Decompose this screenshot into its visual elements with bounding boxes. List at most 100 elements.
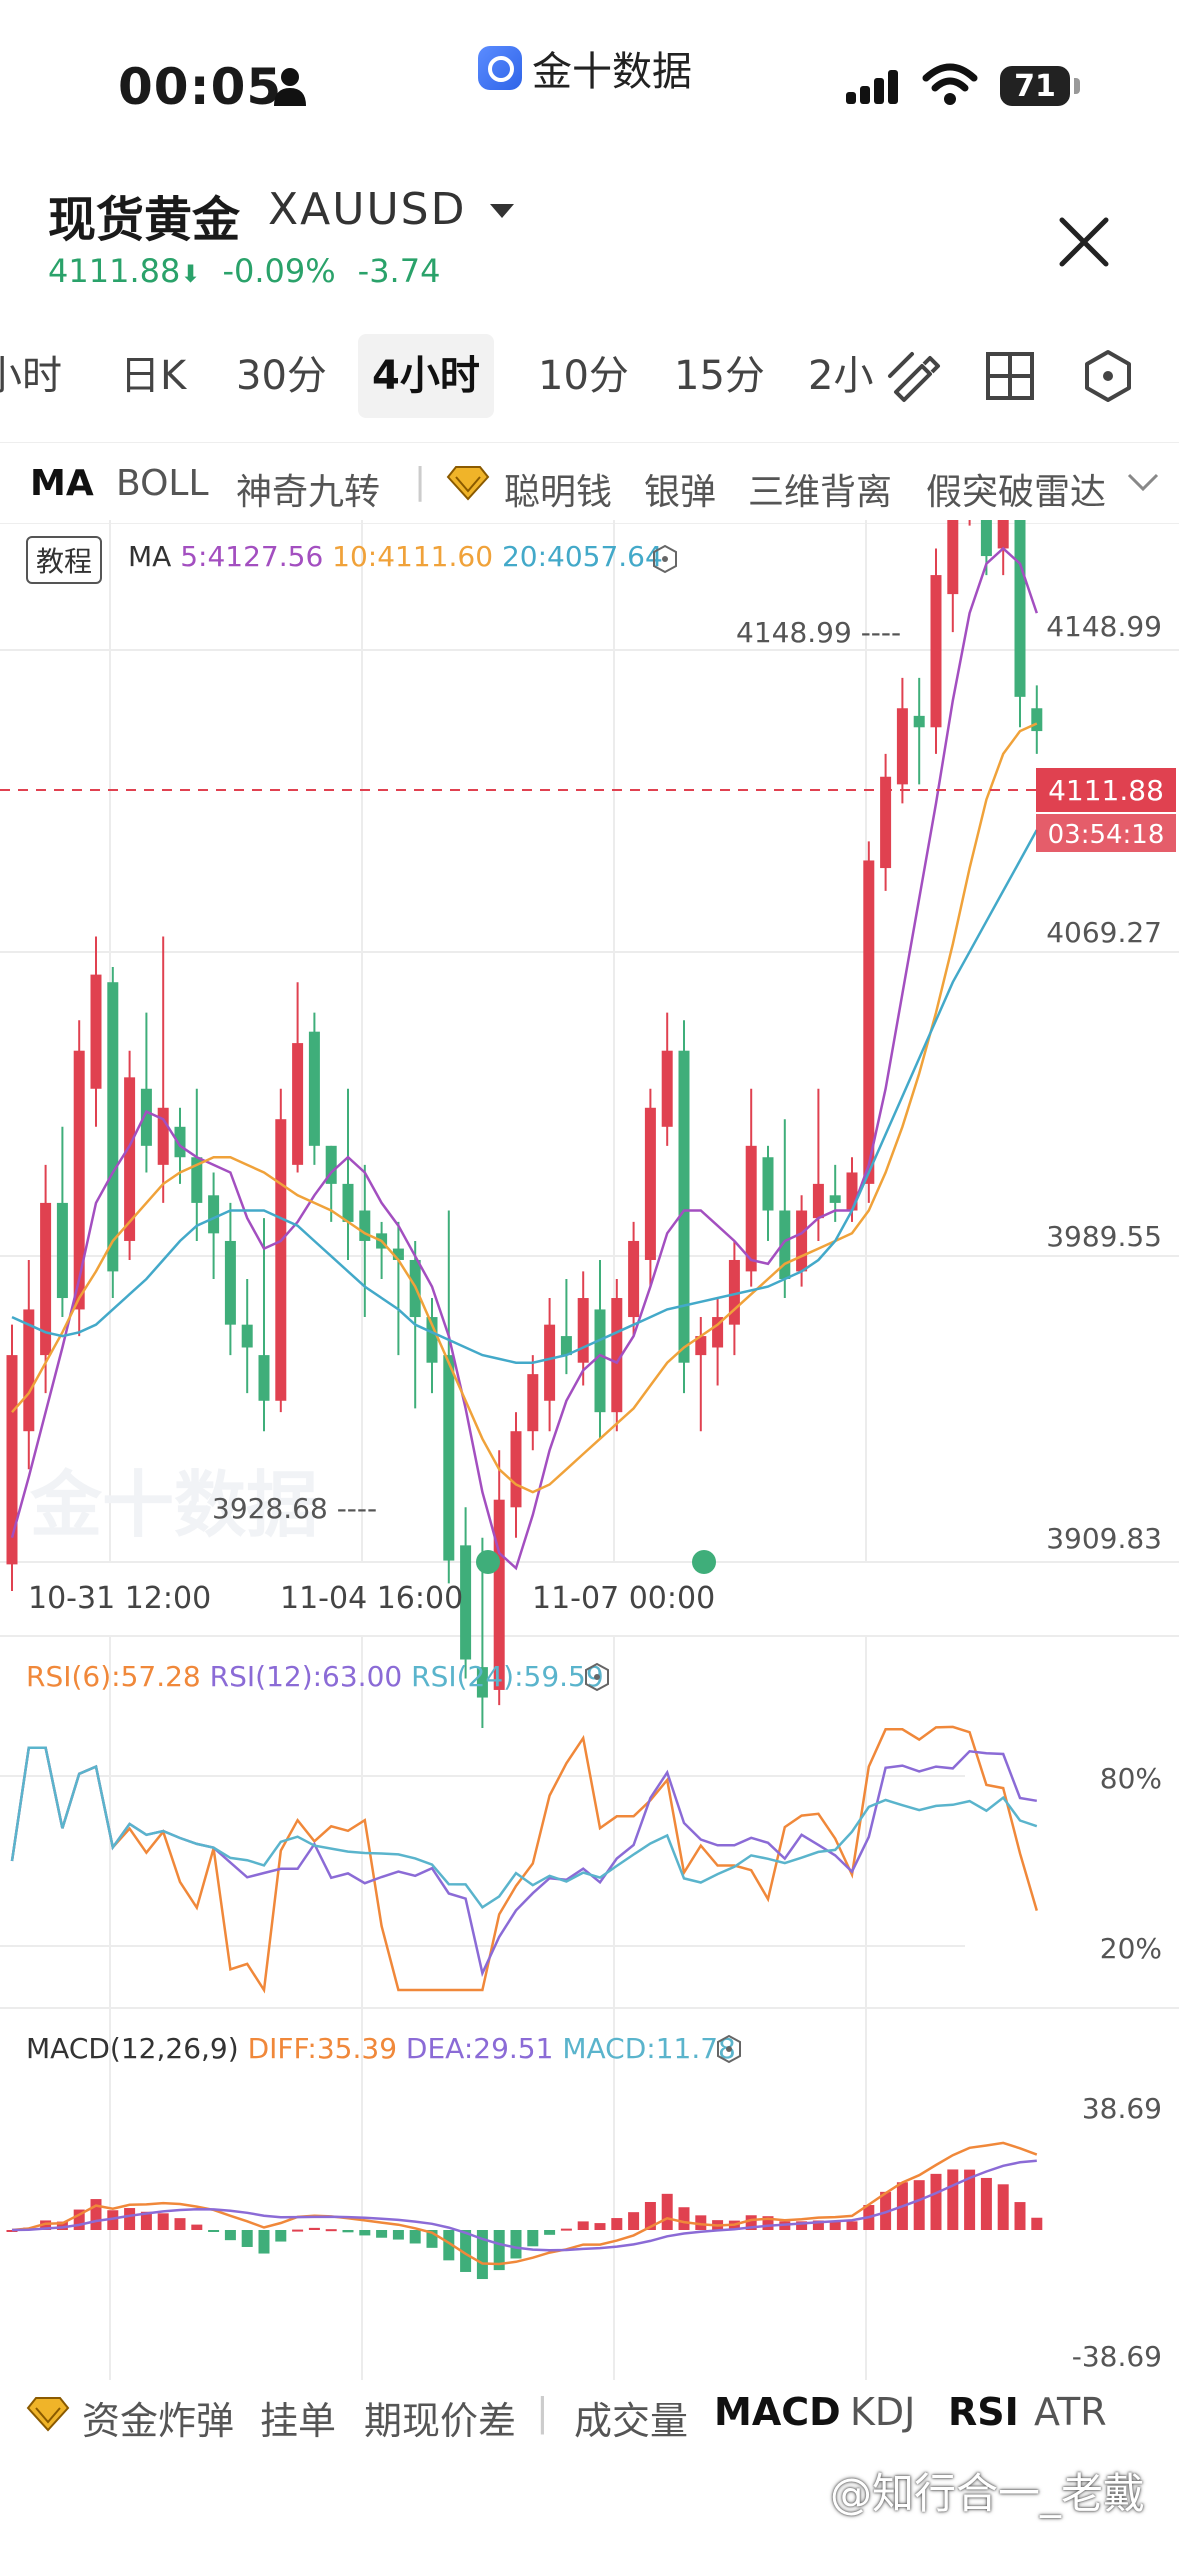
macd-settings-icon[interactable] [714, 2034, 744, 2064]
indicator-smart-money[interactable]: 聪明钱 [504, 472, 613, 513]
candle-body [325, 1145, 337, 1184]
rsi6-line [10, 1725, 1038, 1994]
macd-bar [56, 2221, 68, 2230]
last-price: 4111.88⬇ [48, 252, 201, 290]
tab-atr[interactable]: ATR [1034, 2390, 1107, 2434]
countdown-text: 03:54:18 [1048, 820, 1165, 850]
tab-daily[interactable]: 日K [120, 353, 187, 399]
macd-diff-line [11, 2141, 1038, 2266]
macd-bar [577, 2221, 589, 2230]
chevron-down-icon[interactable] [1126, 471, 1160, 493]
macd-dea-line [11, 2159, 1037, 2252]
event-marker[interactable] [476, 1550, 500, 1574]
tab-10min[interactable]: 10分 [538, 353, 629, 399]
indicator-td-sequential[interactable]: 神奇九转 [236, 472, 381, 513]
current-price-tag [1036, 768, 1176, 812]
candle-body [527, 1374, 539, 1432]
layout-grid-icon[interactable] [982, 348, 1038, 404]
candle-body [846, 1172, 858, 1211]
candle-body [997, 520, 1009, 549]
candle-body [644, 1107, 656, 1260]
macd-bar [6, 2230, 18, 2232]
time-axis-label: 11-04 16:00 [280, 1581, 463, 1616]
macd-bar [40, 2220, 52, 2230]
chart-area[interactable]: 金十数据 4111.88 03:54:18 4148.99 4069.27 39… [0, 520, 1179, 2380]
signal-icon [846, 70, 898, 104]
battery-indicator: 71 [1000, 66, 1070, 106]
tab-1h[interactable]: 小时 [0, 353, 62, 399]
macd-bar [880, 2191, 892, 2230]
ma5-line [10, 546, 1038, 1571]
rsi-settings-icon[interactable] [582, 1662, 612, 1692]
macd-histogram [6, 2169, 1043, 2280]
wifi-icon [922, 63, 978, 105]
indicator-silver-bullet[interactable]: 银弹 [644, 472, 717, 513]
instrument-symbol[interactable]: XAUUSD [268, 184, 467, 235]
macd-bar [342, 2230, 354, 2233]
tab-fund-bomb[interactable]: 资金炸弹 [82, 2399, 235, 2443]
period-tabs: 小时 日K 30分 4小时 10分 15分 2小 [0, 334, 880, 418]
ma5-value: 5:4127.56 [180, 540, 324, 573]
chart-grid [0, 520, 1179, 2380]
ma20-value: 20:4057.64 [501, 540, 663, 573]
time-axis-label: 11-07 00:00 [532, 1581, 715, 1616]
candle-body [460, 1545, 472, 1660]
current-price-text: 4111.88 [1048, 774, 1164, 807]
tutorial-button[interactable]: 教程 [26, 536, 103, 584]
indicator-ma[interactable]: MA [30, 463, 94, 504]
rsi24-value: RSI(24):59.59 [411, 1660, 604, 1693]
tab-4h[interactable]: 4小时 [358, 334, 494, 418]
ma-settings-icon[interactable] [650, 544, 680, 574]
macd-bar [594, 2223, 606, 2230]
ma20-line [11, 829, 1038, 1364]
macd-bar [560, 2228, 572, 2231]
macd-bar [661, 2193, 673, 2230]
candle-body [678, 1050, 690, 1363]
tab-rsi[interactable]: RSI [948, 2390, 1019, 2434]
macd-bar [275, 2230, 287, 2242]
candle-body [56, 1202, 68, 1299]
candle-body [90, 974, 102, 1089]
candle-body [695, 1336, 707, 1356]
tab-volume[interactable]: 成交量 [574, 2399, 689, 2443]
tab-2h[interactable]: 2小 [808, 353, 874, 399]
candle-body [426, 1317, 438, 1363]
tab-kdj[interactable]: KDJ [850, 2390, 916, 2434]
chevron-down-icon[interactable] [490, 204, 514, 218]
tab-pending-orders[interactable]: 挂单 [260, 2399, 337, 2443]
diamond-icon [446, 466, 490, 501]
indicator-fake-breakout[interactable]: 假突破雷达 [926, 472, 1107, 513]
candle-body [510, 1431, 522, 1508]
indicator-boll[interactable]: BOLL [116, 463, 209, 504]
candle-body [359, 1210, 371, 1241]
candle-body [762, 1157, 774, 1211]
close-icon[interactable] [1056, 214, 1112, 270]
candle-body [577, 1298, 589, 1363]
macd-bar [157, 2213, 169, 2230]
macd-bar [947, 2169, 959, 2230]
candle-body [745, 1145, 757, 1272]
candle-body [1014, 520, 1026, 697]
macd-bar [73, 2209, 85, 2230]
macd-bar [1031, 2217, 1043, 2230]
candle-body [157, 1107, 169, 1165]
indicator-divergence[interactable]: 三维背离 [748, 472, 893, 513]
draw-tool-icon[interactable] [886, 348, 942, 404]
tab-30min[interactable]: 30分 [236, 353, 327, 399]
ma-legend-label: MA [128, 540, 172, 573]
candle-body [930, 575, 942, 728]
macd-bar [308, 2227, 320, 2230]
event-marker[interactable] [692, 1550, 716, 1574]
candle-body [779, 1210, 791, 1280]
candle-body [241, 1324, 253, 1348]
macd-bar [140, 2211, 152, 2230]
candle-body [980, 520, 992, 557]
macd-bar [392, 2230, 404, 2240]
candle-body [23, 1309, 35, 1432]
tab-15min[interactable]: 15分 [674, 353, 765, 399]
macd-bar [493, 2230, 505, 2271]
tab-basis-spread[interactable]: 期现价差 [364, 2399, 517, 2443]
tab-macd[interactable]: MACD [714, 2390, 841, 2434]
macd-lines [11, 2141, 1038, 2266]
settings-hexagon-icon[interactable] [1080, 348, 1136, 404]
